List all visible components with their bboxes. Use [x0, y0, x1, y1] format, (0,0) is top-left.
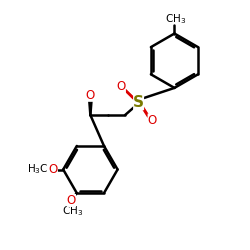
Text: H$_3$C: H$_3$C [27, 162, 49, 176]
Text: O: O [49, 163, 58, 176]
Text: CH$_3$: CH$_3$ [165, 12, 186, 26]
Text: O: O [86, 89, 95, 102]
Text: O: O [117, 80, 126, 93]
Text: CH$_3$: CH$_3$ [62, 204, 83, 218]
Text: O: O [67, 194, 76, 207]
Text: S: S [133, 95, 144, 110]
Text: O: O [148, 114, 157, 126]
